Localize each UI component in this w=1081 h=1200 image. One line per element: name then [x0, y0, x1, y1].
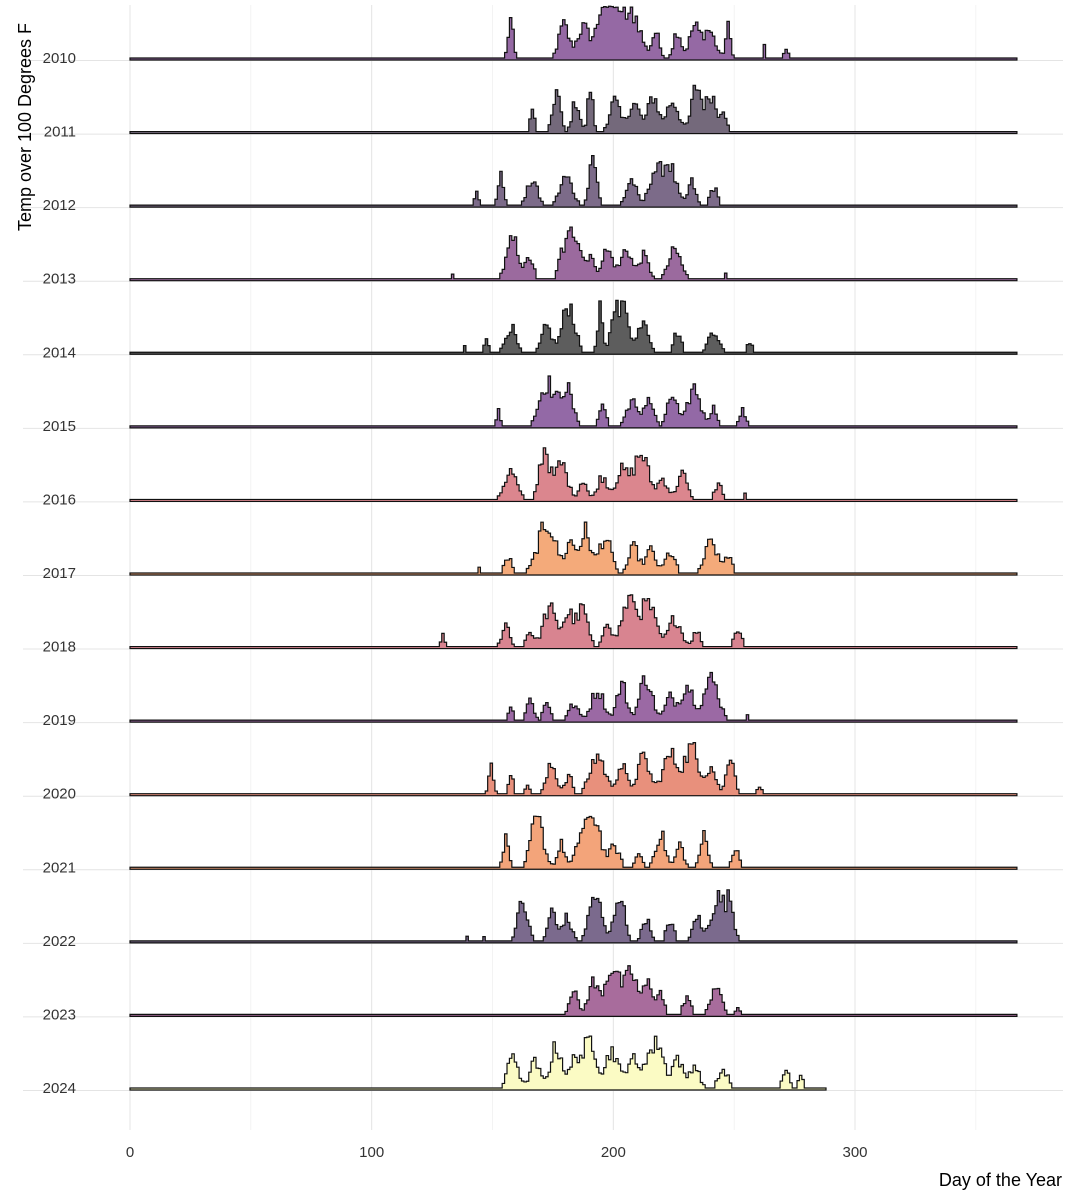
x-tick-label-300: 300	[842, 1144, 867, 1161]
y-tick-label-2018: 2018	[43, 639, 76, 656]
ridge-2024	[129, 1035, 827, 1091]
x-tick-label-200: 200	[601, 1144, 626, 1161]
y-tick-label-2012: 2012	[43, 197, 76, 214]
ridge-2010	[129, 5, 1018, 61]
x-tick-label-0: 0	[126, 1144, 134, 1161]
ridge-2019	[129, 671, 1018, 723]
y-tick-label-2020: 2020	[43, 786, 76, 803]
ridge-2018	[129, 594, 1018, 650]
ridge-2020	[129, 742, 1018, 797]
ridge-2022	[129, 889, 1018, 944]
y-tick-label-2014: 2014	[43, 344, 76, 361]
y-tick-label-2019: 2019	[43, 712, 76, 729]
ridge-2017	[129, 521, 1018, 576]
ridge-2016	[129, 447, 1018, 503]
y-tick-label-2015: 2015	[43, 418, 76, 435]
ridge-2014	[129, 299, 1018, 355]
ridge-2023	[129, 965, 1018, 1018]
y-axis-title: Temp over 100 Degrees F	[15, 23, 35, 231]
y-tick-label-2017: 2017	[43, 565, 76, 582]
ridge-2015	[129, 375, 1018, 429]
ridge-2011	[129, 84, 1018, 135]
y-tick-label-2023: 2023	[43, 1006, 76, 1023]
y-tick-label-2013: 2013	[43, 271, 76, 288]
x-axis-ticks: 0 100 200 300	[126, 1144, 868, 1161]
y-tick-label-2016: 2016	[43, 491, 76, 508]
x-tick-label-100: 100	[359, 1144, 384, 1161]
y-tick-label-2024: 2024	[43, 1080, 76, 1097]
y-tick-label-2010: 2010	[43, 50, 76, 67]
ridge-2021	[129, 815, 1018, 870]
ridge-2013	[129, 226, 1018, 282]
ridges: 2010 2011 2012 2013 2014 2015 2016 2017 2018 2019…	[43, 5, 1018, 1097]
y-tick-label-2021: 2021	[43, 859, 76, 876]
y-tick-label-2011: 2011	[44, 124, 76, 141]
y-tick-label-2022: 2022	[43, 933, 76, 950]
x-axis-title: Day of the Year	[939, 1170, 1062, 1190]
ridge-2012	[129, 155, 1018, 208]
